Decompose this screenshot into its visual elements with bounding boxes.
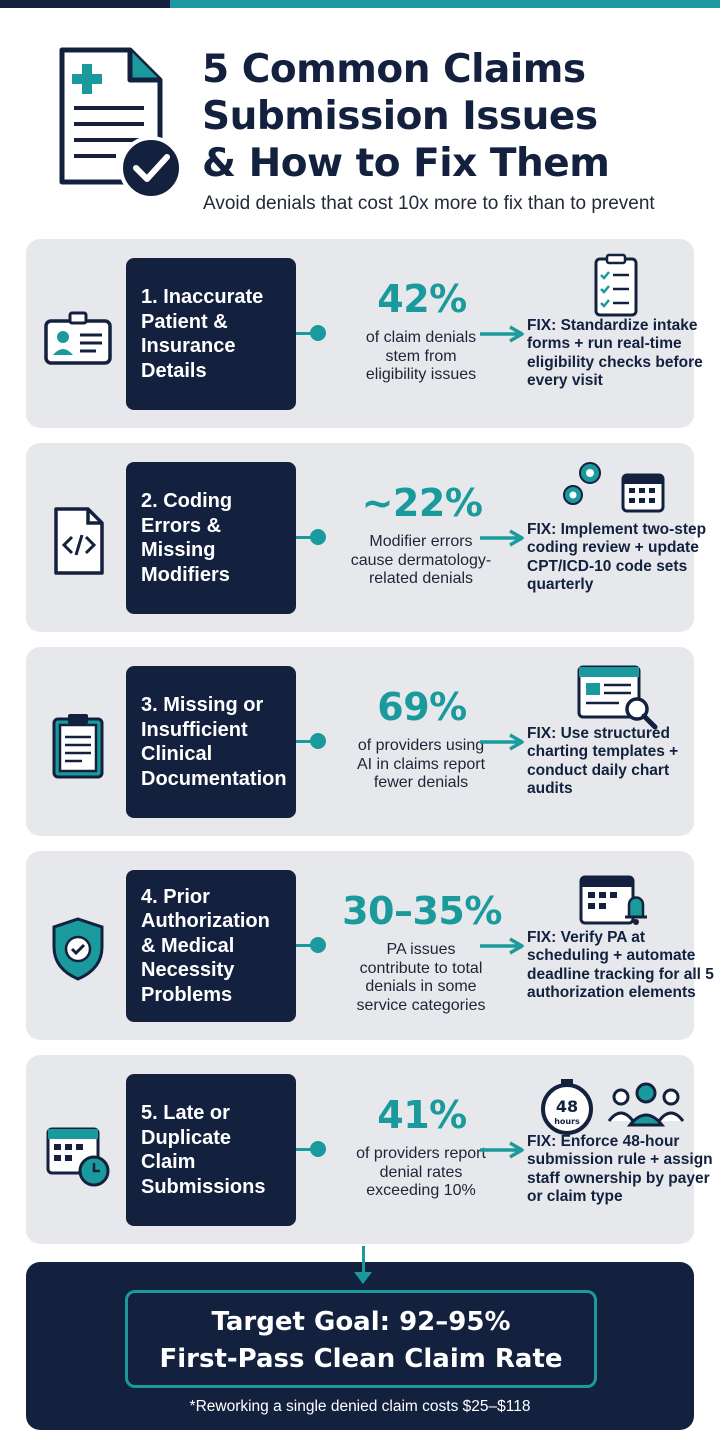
arrow-right-icon bbox=[480, 529, 524, 547]
issue-title: 5. Late or Duplicate Claim Submissions bbox=[126, 1074, 296, 1226]
calendar-bell-icon bbox=[579, 875, 647, 925]
stopwatch-team-icon: 48 hours bbox=[541, 1079, 685, 1135]
goal-footnote: *Reworking a single denied claim costs $… bbox=[189, 1398, 531, 1415]
top-accent-bar bbox=[0, 0, 720, 8]
connector-line bbox=[296, 944, 316, 947]
stat-description: PA issues contribute to total denials in… bbox=[356, 941, 486, 1014]
stat-description: of claim denials stem from eligibility i… bbox=[365, 329, 477, 383]
issue-card-5: 5. Late or Duplicate Claim Submissions 4… bbox=[26, 1055, 713, 1244]
fix-body: Implement two-step coding review + updat… bbox=[527, 521, 707, 593]
top-accent-navy bbox=[0, 0, 170, 8]
issue-title: 4. Prior Authorization & Medical Necessi… bbox=[126, 870, 296, 1022]
connector-line bbox=[296, 1148, 316, 1151]
header: 5 Common Claims Submission Issues & How … bbox=[0, 28, 720, 228]
stat-description: Modifier errors cause dermatology- relat… bbox=[350, 533, 492, 587]
medical-document-check-icon bbox=[59, 47, 183, 200]
fix-text: FIX: Standardize intake forms + run real… bbox=[527, 317, 717, 390]
stat-value: 30–35% bbox=[342, 889, 502, 933]
stat-description: of providers using AI in claims report f… bbox=[356, 737, 486, 791]
stat-value: 42% bbox=[377, 277, 467, 321]
shield-check-icon bbox=[52, 917, 104, 981]
fix-body: Enforce 48-hour submission rule + assign… bbox=[527, 1133, 713, 1205]
stopwatch-number: 48 bbox=[556, 1097, 578, 1116]
page-subtitle: Avoid denials that cost 10x more to fix … bbox=[203, 193, 655, 214]
fix-body: Use structured charting templates + cond… bbox=[527, 725, 679, 797]
fix-label: FIX: bbox=[527, 1133, 557, 1150]
issue-title: 2. Coding Errors & Missing Modifiers bbox=[126, 462, 296, 614]
arrow-right-icon bbox=[480, 937, 524, 955]
connector-dot bbox=[310, 937, 326, 953]
gears-calendar-icon bbox=[563, 462, 665, 513]
connector-line bbox=[296, 740, 316, 743]
id-card-icon bbox=[44, 311, 112, 365]
top-accent-teal bbox=[170, 0, 720, 8]
issue-card-3: 3. Missing or Insufficient Clinical Docu… bbox=[26, 647, 694, 836]
code-file-icon bbox=[54, 507, 104, 575]
arrow-down-icon bbox=[354, 1272, 372, 1284]
goal-subtitle: First-Pass Clean Claim Rate bbox=[159, 1344, 563, 1374]
stat-value: ~22% bbox=[361, 481, 483, 525]
stat-description: of providers report denial rates exceedi… bbox=[356, 1145, 486, 1199]
arrow-right-icon bbox=[480, 1141, 524, 1159]
stat-value: 41% bbox=[377, 1093, 467, 1137]
document-search-icon bbox=[577, 665, 658, 730]
title-line-2: Submission Issues bbox=[202, 94, 598, 139]
fix-label: FIX: bbox=[527, 725, 557, 742]
arrow-right-icon bbox=[480, 733, 524, 751]
fix-text: FIX: Verify PA at scheduling + automate … bbox=[527, 929, 717, 1002]
goal-connector-line bbox=[362, 1246, 365, 1276]
title-line-1: 5 Common Claims bbox=[202, 47, 586, 92]
connector-dot bbox=[310, 325, 326, 341]
stopwatch-unit: hours bbox=[554, 1117, 580, 1126]
issue-card-1: 1. Inaccurate Patient & Insurance Detail… bbox=[26, 239, 703, 428]
title-line-3: & How to Fix Them bbox=[202, 141, 610, 186]
issue-title: 3. Missing or Insufficient Clinical Docu… bbox=[126, 666, 296, 818]
goal-panel: Target Goal: 92–95% First-Pass Clean Cla… bbox=[26, 1262, 694, 1430]
connector-dot bbox=[310, 733, 326, 749]
arrow-right-icon bbox=[480, 325, 524, 343]
fix-body: Standardize intake forms + run real-time… bbox=[527, 317, 703, 389]
fix-body: Verify PA at scheduling + automate deadl… bbox=[527, 929, 714, 1001]
connector-line bbox=[296, 332, 316, 335]
checklist-icon bbox=[594, 253, 638, 317]
fix-text: FIX: Implement two-step coding review + … bbox=[527, 521, 717, 594]
goal-title: Target Goal: 92–95% bbox=[211, 1307, 511, 1337]
stat-value: 69% bbox=[377, 685, 467, 729]
calendar-clock-icon bbox=[46, 1127, 110, 1187]
connector-line bbox=[296, 536, 316, 539]
fix-label: FIX: bbox=[527, 317, 557, 334]
issue-card-2: 2. Coding Errors & Missing Modifiers ~22… bbox=[26, 443, 706, 632]
issue-title: 1. Inaccurate Patient & Insurance Detail… bbox=[126, 258, 296, 410]
page-title: 5 Common Claims Submission Issues & How … bbox=[202, 46, 702, 187]
fix-label: FIX: bbox=[527, 929, 557, 946]
connector-dot bbox=[310, 529, 326, 545]
fix-label: FIX: bbox=[527, 521, 557, 538]
clipboard-icon bbox=[52, 714, 104, 779]
fix-text: FIX: Enforce 48-hour submission rule + a… bbox=[527, 1133, 717, 1206]
goal-box: Target Goal: 92–95% First-Pass Clean Cla… bbox=[125, 1290, 597, 1388]
fix-text: FIX: Use structured charting templates +… bbox=[527, 725, 717, 798]
connector-dot bbox=[310, 1141, 326, 1157]
issue-card-4: 4. Prior Authorization & Medical Necessi… bbox=[26, 851, 714, 1040]
